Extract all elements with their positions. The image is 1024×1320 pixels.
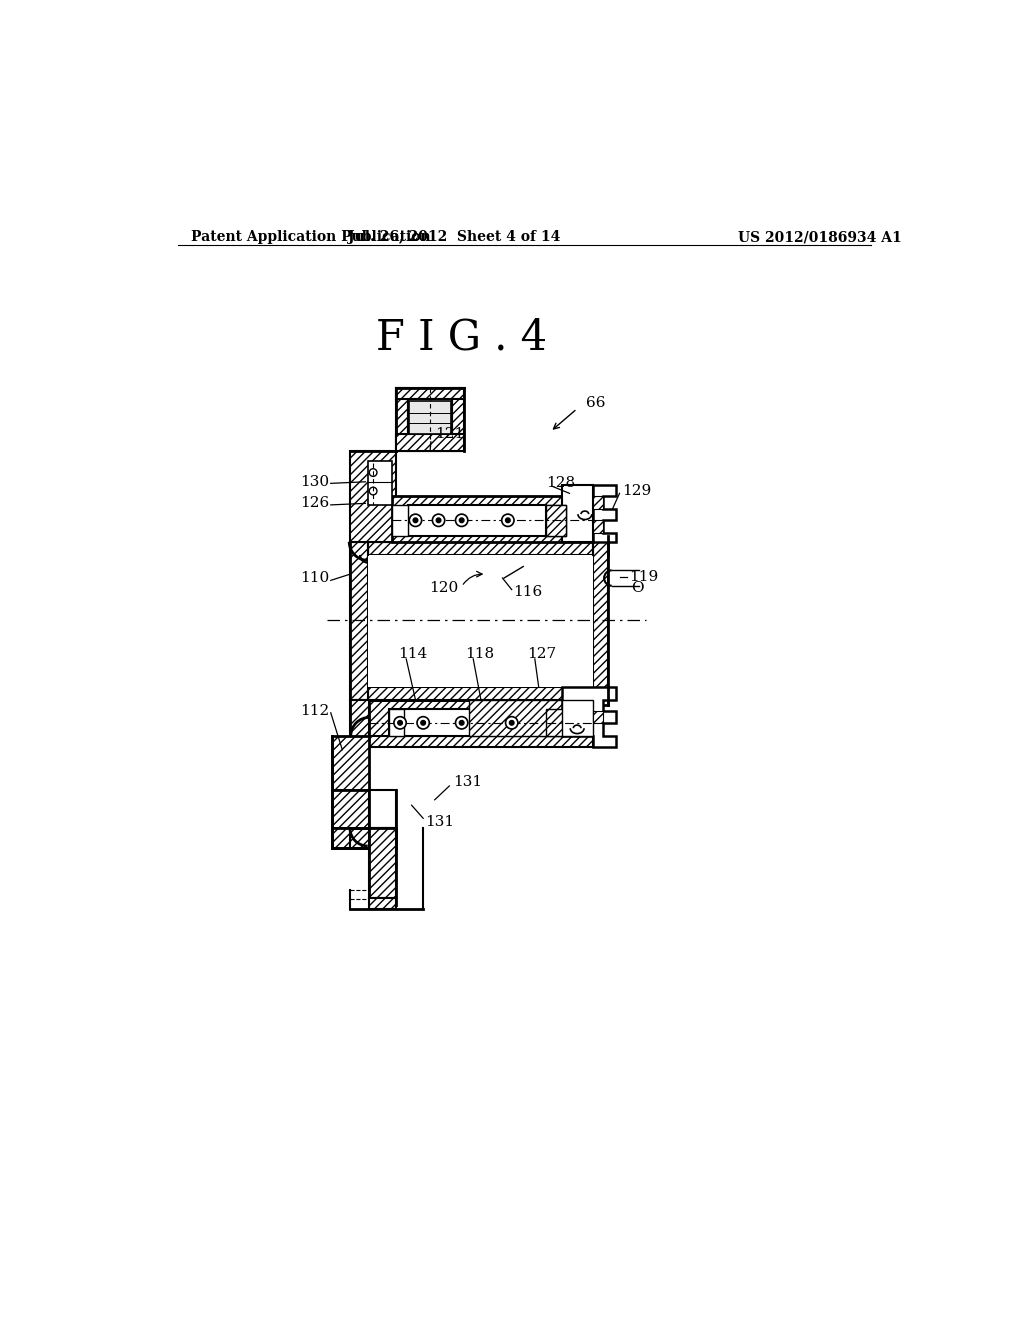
Polygon shape: [350, 451, 396, 543]
Text: Patent Application Publication: Patent Application Publication: [190, 230, 430, 244]
Text: Jul. 26, 2012  Sheet 4 of 14: Jul. 26, 2012 Sheet 4 of 14: [348, 230, 560, 244]
Polygon shape: [562, 700, 593, 737]
Polygon shape: [368, 554, 593, 686]
Circle shape: [432, 515, 444, 527]
Polygon shape: [396, 388, 408, 451]
Text: 126: 126: [300, 496, 330, 511]
Polygon shape: [370, 898, 396, 909]
Text: 119: 119: [630, 569, 658, 583]
Circle shape: [370, 487, 377, 495]
Circle shape: [502, 515, 514, 527]
Polygon shape: [469, 700, 565, 737]
Circle shape: [370, 469, 377, 477]
Polygon shape: [350, 700, 370, 829]
Polygon shape: [388, 709, 403, 737]
Polygon shape: [396, 388, 464, 400]
Polygon shape: [370, 829, 396, 898]
Polygon shape: [392, 496, 593, 543]
Polygon shape: [408, 506, 547, 536]
Polygon shape: [410, 401, 451, 434]
Polygon shape: [547, 709, 565, 737]
Text: 131: 131: [454, 775, 482, 789]
Polygon shape: [333, 737, 370, 789]
Text: 129: 129: [622, 484, 651, 498]
Text: US 2012/0186934 A1: US 2012/0186934 A1: [738, 230, 901, 244]
Polygon shape: [333, 789, 370, 829]
Circle shape: [460, 517, 464, 523]
Circle shape: [460, 721, 464, 725]
Text: F I G . 4: F I G . 4: [376, 317, 547, 358]
Circle shape: [509, 721, 514, 725]
Polygon shape: [392, 506, 408, 536]
Text: 118: 118: [466, 647, 495, 661]
Text: 130: 130: [300, 475, 330, 488]
Polygon shape: [453, 388, 464, 451]
Circle shape: [436, 517, 441, 523]
Polygon shape: [593, 520, 603, 533]
Polygon shape: [562, 484, 593, 543]
Circle shape: [397, 721, 402, 725]
Polygon shape: [333, 829, 396, 847]
Polygon shape: [370, 789, 396, 829]
Text: 127: 127: [527, 647, 556, 661]
Polygon shape: [368, 461, 392, 506]
Text: 128: 128: [547, 477, 575, 490]
Polygon shape: [593, 496, 603, 508]
Circle shape: [410, 515, 422, 527]
Text: 116: 116: [513, 585, 543, 599]
Text: 121: 121: [435, 428, 464, 441]
Polygon shape: [368, 686, 608, 700]
Circle shape: [456, 717, 468, 729]
Polygon shape: [547, 506, 565, 536]
Polygon shape: [593, 484, 615, 543]
Polygon shape: [350, 543, 368, 700]
Polygon shape: [396, 434, 464, 451]
Polygon shape: [593, 543, 608, 700]
Circle shape: [394, 717, 407, 729]
Polygon shape: [562, 686, 615, 747]
Polygon shape: [388, 709, 547, 737]
Text: 120: 120: [429, 581, 459, 595]
Polygon shape: [370, 737, 593, 747]
Polygon shape: [547, 506, 565, 536]
Circle shape: [417, 717, 429, 729]
Text: 66: 66: [587, 396, 606, 411]
Text: 131: 131: [425, 816, 454, 829]
Circle shape: [456, 515, 468, 527]
Text: 110: 110: [300, 572, 330, 585]
Circle shape: [506, 717, 518, 729]
Polygon shape: [370, 700, 593, 737]
Text: 112: 112: [300, 705, 330, 718]
Circle shape: [421, 721, 425, 725]
Polygon shape: [593, 711, 603, 723]
Circle shape: [413, 517, 418, 523]
Text: O: O: [631, 581, 644, 595]
Circle shape: [506, 517, 510, 523]
Polygon shape: [368, 543, 608, 554]
Polygon shape: [408, 400, 453, 451]
Text: 114: 114: [398, 647, 428, 661]
